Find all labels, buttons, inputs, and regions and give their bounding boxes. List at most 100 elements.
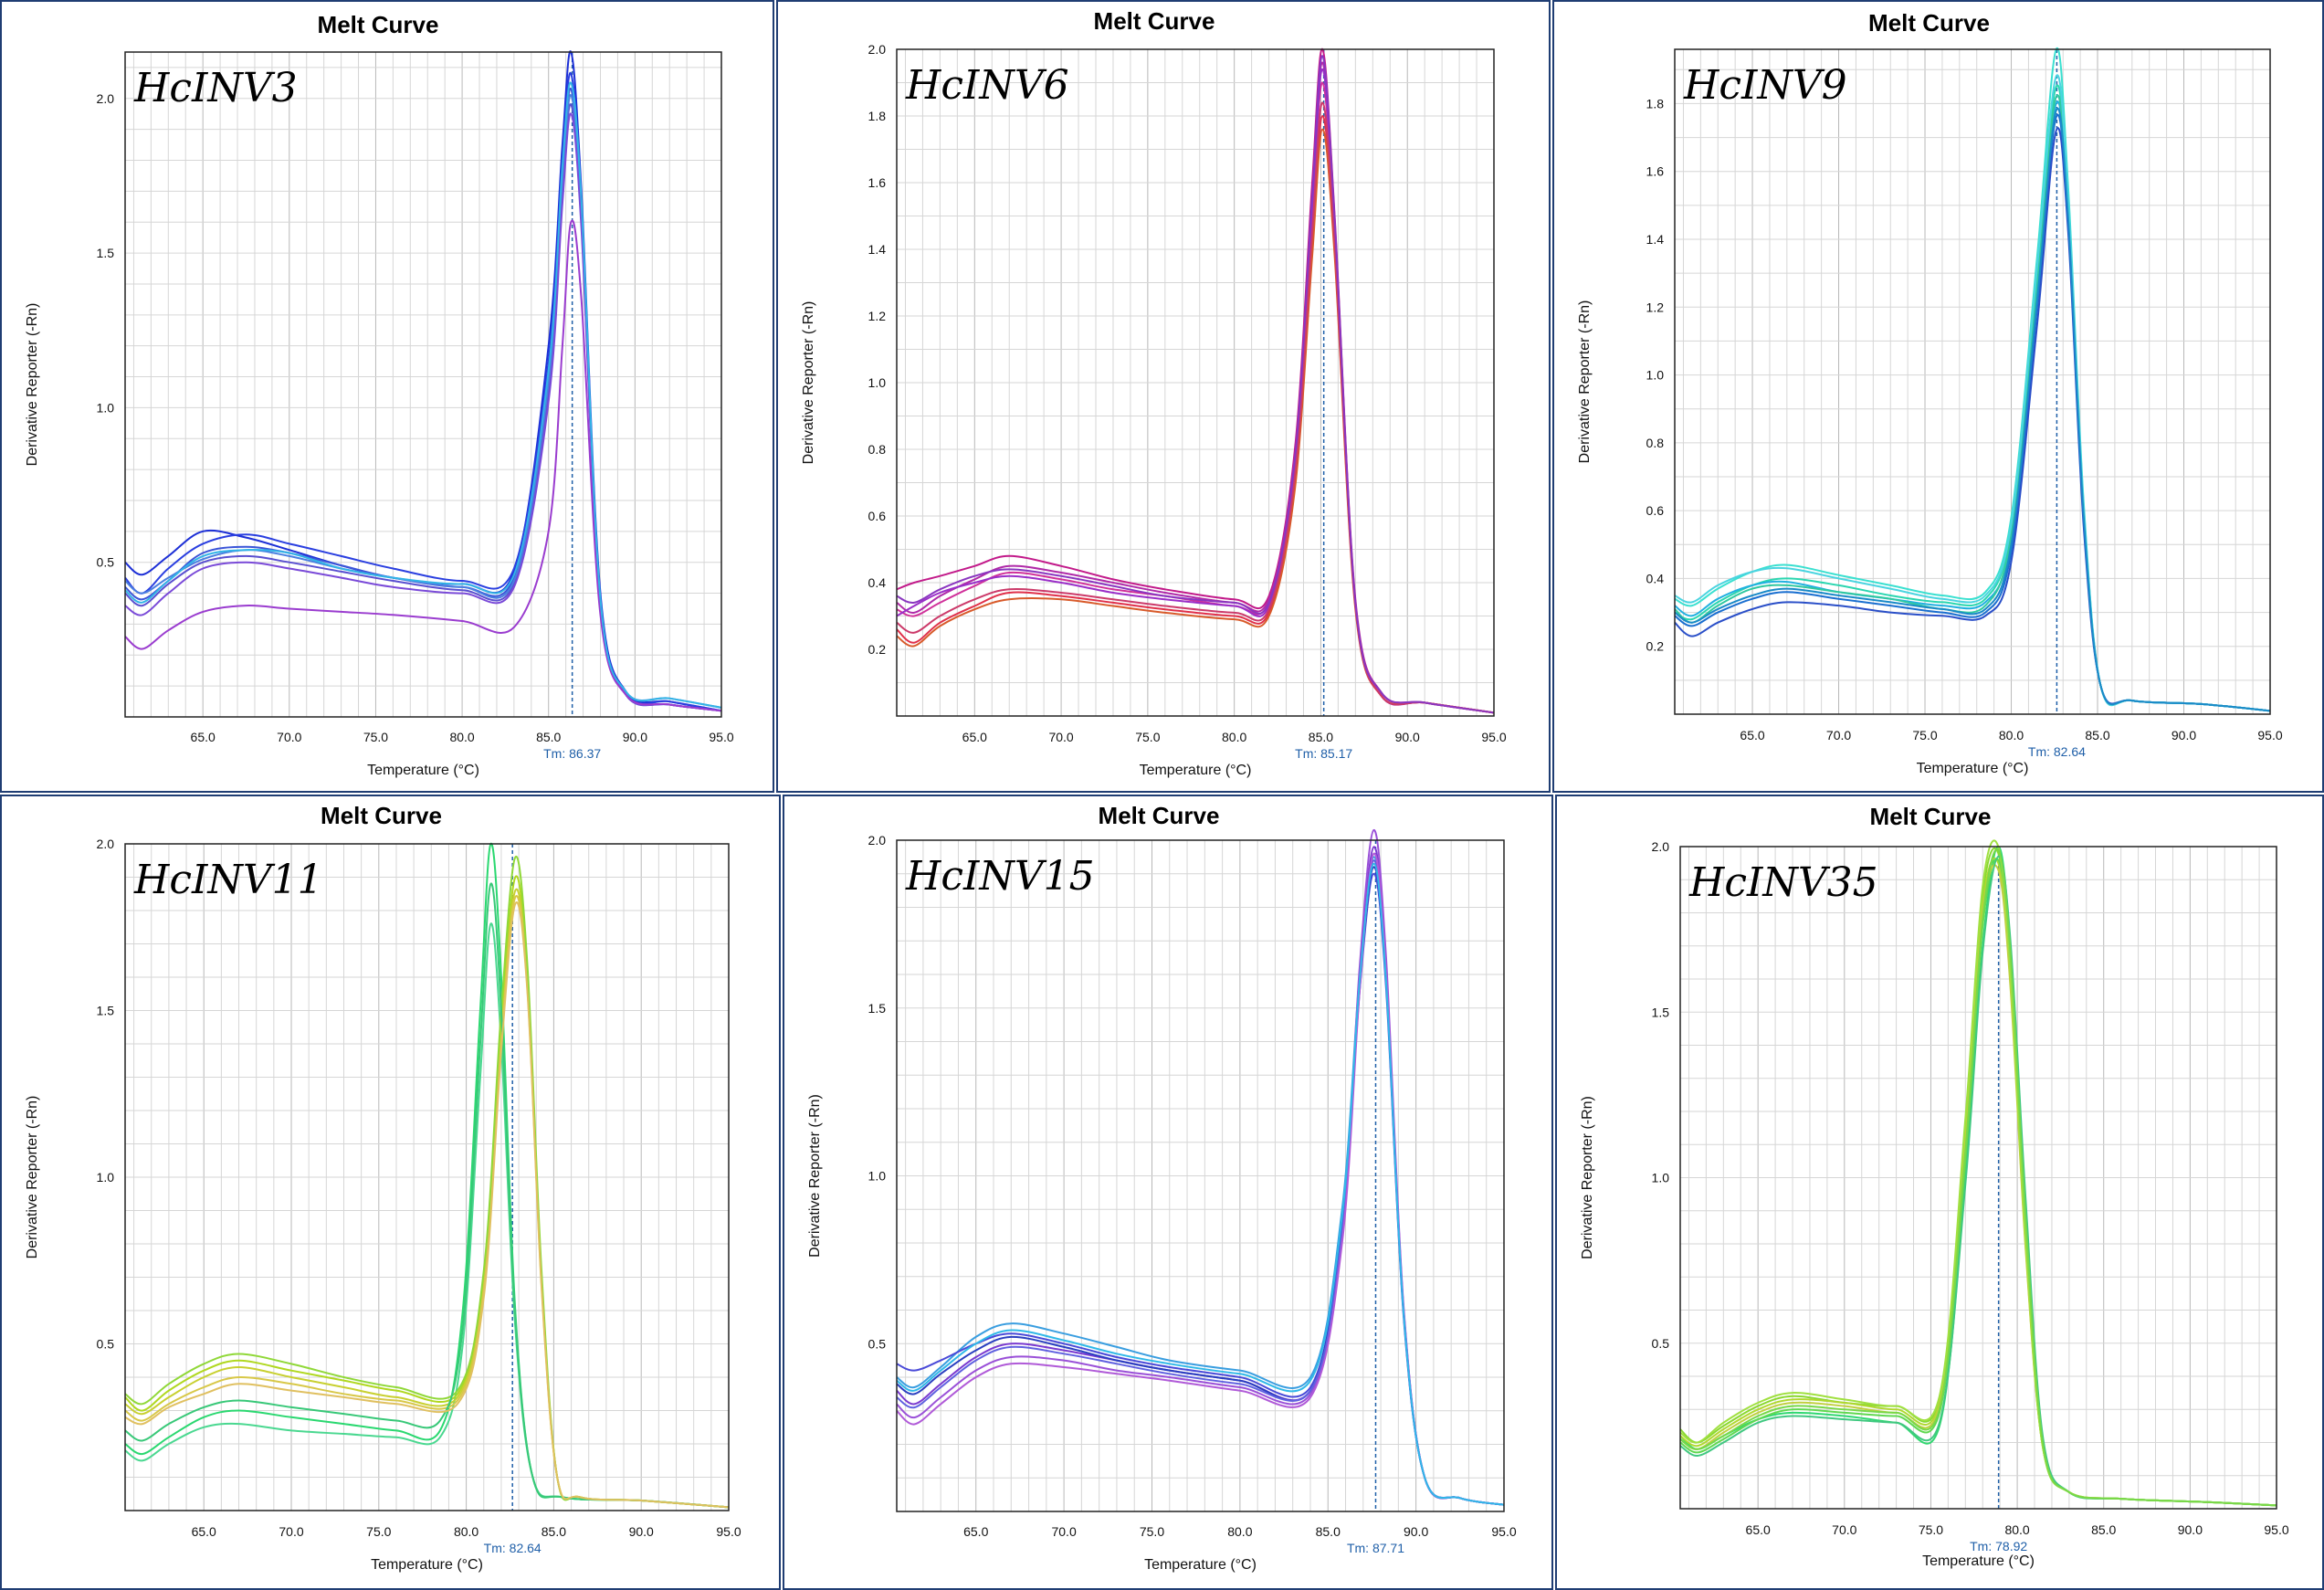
y-tick-label: 0.6: [1646, 503, 1665, 518]
x-tick-label: 85.0: [536, 730, 561, 744]
y-tick-label: 1.0: [1652, 1171, 1670, 1185]
y-tick-label: 0.5: [1652, 1336, 1670, 1351]
y-tick-label: 1.2: [1646, 300, 1665, 314]
x-axis-label: Temperature (°C): [1144, 1557, 1257, 1573]
gene-label: HcINV35: [1688, 859, 1878, 906]
tm-label: Tm: 78.92: [1970, 1539, 2027, 1553]
y-tick-label: 1.5: [97, 1004, 115, 1018]
melt-curve-panel-4: 65.0 70.0 75.0 80.0 85.0 90.0 95.0 0.5 1.0 1.5 2.0…: [0, 795, 781, 1590]
x-tick-label: 95.0: [1481, 730, 1506, 744]
y-tick-label: 2.0: [868, 42, 887, 57]
melt-curve-svg: 65.0 70.0 75.0 80.0 85.0 90.0 95.0 0.5 1.0 1.5 2.0…: [1557, 796, 2322, 1588]
tm-label: Tm: 87.71: [1347, 1541, 1404, 1555]
y-tick-label: 1.8: [868, 109, 887, 123]
melt-curve-svg: 65.0 70.0 75.0 80.0 85.0 90.0 95.0 0.2 0.4 0.6 0.8…: [1554, 2, 2322, 791]
gene-label: HcINV9: [1683, 62, 1847, 109]
chart-title: Melt Curve: [321, 802, 442, 829]
x-tick-label: 70.0: [279, 1524, 303, 1539]
y-tick-label: 0.8: [868, 442, 887, 457]
x-axis-label: Temperature (°C): [367, 763, 479, 778]
y-tick-label: 0.4: [868, 575, 887, 590]
gene-label: HcINV3: [133, 65, 298, 111]
tm-label: Tm: 85.17: [1295, 746, 1352, 761]
chart-title: Melt Curve: [318, 11, 439, 38]
x-tick-label: 90.0: [2172, 728, 2196, 742]
x-tick-label: 65.0: [1746, 1522, 1771, 1537]
x-tick-label: 70.0: [1048, 730, 1073, 744]
x-tick-label: 70.0: [277, 730, 301, 744]
y-tick-label: 1.2: [868, 309, 887, 323]
y-axis-label: Derivative Reporter (-Rn): [801, 301, 816, 465]
melt-curve-panel-5: 65.0 70.0 75.0 80.0 85.0 90.0 95.0 0.5 1.0 1.5 2.0…: [783, 795, 1553, 1590]
x-tick-label: 70.0: [1832, 1522, 1856, 1537]
x-tick-label: 65.0: [192, 1524, 216, 1539]
y-tick-label: 0.6: [868, 509, 887, 523]
y-axis-label: Derivative Reporter (-Rn): [1577, 300, 1593, 464]
gene-label: HcINV6: [905, 62, 1069, 109]
x-tick-label: 80.0: [1227, 1524, 1252, 1539]
melt-curve-panel-1: 65.0 70.0 75.0 80.0 85.0 90.0 95.0 0.5 1.0 1.5 2.0…: [0, 0, 774, 793]
x-tick-label: 75.0: [363, 730, 388, 744]
y-axis-label: Derivative Reporter (-Rn): [25, 1096, 40, 1259]
melt-curve-svg: 65.0 70.0 75.0 80.0 85.0 90.0 95.0 0.2 0.4 0.6 0.8…: [778, 2, 1549, 791]
x-tick-label: 90.0: [2178, 1522, 2203, 1537]
x-tick-label: 75.0: [366, 1524, 391, 1539]
tm-label: Tm: 86.37: [543, 746, 601, 761]
y-tick-label: 1.5: [1652, 1005, 1670, 1019]
y-tick-label: 0.8: [1646, 436, 1665, 450]
y-tick-label: 1.0: [97, 1170, 115, 1185]
x-tick-label: 80.0: [2004, 1522, 2029, 1537]
tm-label: Tm: 82.64: [2028, 744, 2086, 759]
x-tick-label: 70.0: [1826, 728, 1851, 742]
x-tick-label: 90.0: [1395, 730, 1420, 744]
y-tick-label: 1.5: [97, 246, 115, 260]
x-tick-label: 95.0: [709, 730, 733, 744]
x-tick-label: 85.0: [1309, 730, 1333, 744]
x-tick-label: 90.0: [629, 1524, 654, 1539]
x-tick-label: 85.0: [2091, 1522, 2116, 1537]
y-tick-label: 1.5: [868, 1001, 887, 1016]
x-tick-label: 65.0: [1740, 728, 1764, 742]
x-axis-label: Temperature (°C): [371, 1557, 483, 1573]
y-tick-label: 2.0: [1652, 839, 1670, 854]
x-tick-label: 90.0: [623, 730, 647, 744]
x-tick-label: 65.0: [962, 730, 987, 744]
x-tick-label: 65.0: [191, 730, 216, 744]
y-tick-label: 0.5: [97, 555, 115, 570]
melt-curve-panel-3: 65.0 70.0 75.0 80.0 85.0 90.0 95.0 0.2 0.4 0.6 0.8…: [1552, 0, 2324, 793]
x-tick-label: 85.0: [1316, 1524, 1341, 1539]
gene-label: HcINV15: [905, 853, 1095, 900]
x-tick-label: 80.0: [1999, 728, 2024, 742]
x-tick-label: 85.0: [542, 1524, 566, 1539]
x-tick-label: 75.0: [1919, 1522, 1943, 1537]
y-tick-label: 0.5: [97, 1337, 115, 1352]
y-tick-label: 1.6: [868, 175, 887, 190]
y-axis-label: Derivative Reporter (-Rn): [807, 1094, 823, 1258]
y-tick-label: 1.4: [868, 242, 887, 257]
x-tick-label: 80.0: [454, 1524, 478, 1539]
x-tick-label: 95.0: [716, 1524, 741, 1539]
melt-curve-panel-6: 65.0 70.0 75.0 80.0 85.0 90.0 95.0 0.5 1.0 1.5 2.0…: [1555, 795, 2324, 1590]
tm-label: Tm: 82.64: [484, 1541, 542, 1555]
x-axis-label: Temperature (°C): [1917, 761, 2029, 776]
y-tick-label: 1.6: [1646, 164, 1665, 179]
y-tick-label: 1.8: [1646, 96, 1665, 111]
y-tick-label: 2.0: [97, 837, 115, 851]
melt-curve-svg: 65.0 70.0 75.0 80.0 85.0 90.0 95.0 0.5 1.0 1.5 2.0…: [784, 796, 1551, 1588]
x-tick-label: 95.0: [1491, 1524, 1516, 1539]
x-tick-label: 80.0: [1222, 730, 1246, 744]
x-axis-label: Temperature (°C): [1140, 763, 1252, 778]
x-tick-label: 85.0: [2085, 728, 2109, 742]
melt-curve-svg: 65.0 70.0 75.0 80.0 85.0 90.0 95.0 0.5 1.0 1.5 2.0…: [2, 2, 773, 791]
x-tick-label: 75.0: [1135, 730, 1160, 744]
x-tick-label: 80.0: [449, 730, 474, 744]
y-axis-label: Derivative Reporter (-Rn): [25, 303, 40, 467]
y-tick-label: 0.5: [868, 1336, 887, 1351]
y-tick-label: 1.4: [1646, 232, 1665, 247]
gene-label: HcINV11: [133, 857, 323, 903]
y-tick-label: 1.0: [97, 400, 115, 415]
x-tick-label: 95.0: [2264, 1522, 2288, 1537]
x-tick-label: 65.0: [963, 1524, 988, 1539]
y-axis-label: Derivative Reporter (-Rn): [1580, 1096, 1595, 1259]
